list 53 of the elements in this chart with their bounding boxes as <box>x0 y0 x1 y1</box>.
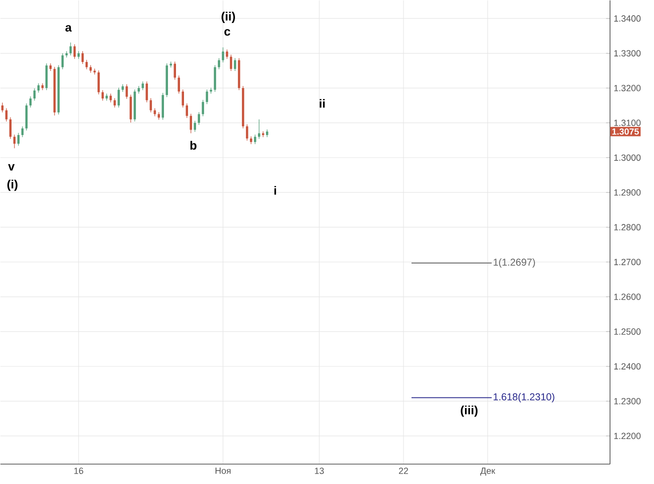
candlestick <box>126 84 128 100</box>
text: 1.3075 <box>612 128 639 135</box>
candlestick <box>194 120 196 132</box>
candlestick <box>198 112 200 126</box>
candlestick <box>174 61 176 80</box>
y-tick-label: 1.3400 <box>614 15 641 22</box>
x-tick-label: Дек <box>480 468 496 476</box>
candlestick <box>29 96 32 108</box>
candlestick <box>190 113 192 134</box>
y-tick-label: 1.2700 <box>614 258 641 266</box>
candlestick <box>182 89 184 108</box>
candlestick <box>150 98 152 113</box>
y-tick-label: 1.2500 <box>614 328 641 335</box>
annotation: a <box>65 25 72 32</box>
candlestick <box>162 92 164 120</box>
candlestick <box>86 60 88 70</box>
y-tick-label: 1.2600 <box>614 294 641 300</box>
candlestick <box>234 58 236 72</box>
y-tick-label: 1.2400 <box>614 363 641 370</box>
y-tick-label: 1.2200 <box>614 432 641 440</box>
candlestick <box>102 90 104 101</box>
y-tick-label: 1.3100 <box>614 120 641 126</box>
y-tick-label: 1.3000 <box>614 154 641 161</box>
annotation: ii <box>320 98 325 108</box>
candlestick <box>98 70 100 95</box>
x-tick-label: 13 <box>314 468 324 474</box>
annotation: b <box>190 140 196 150</box>
y-tick-label: 1.2900 <box>614 189 641 196</box>
x-tick-label: Ноя <box>216 468 231 474</box>
candlestick <box>1 102 4 113</box>
candlestick <box>258 119 260 140</box>
candlestick <box>9 116 12 140</box>
candlestick <box>130 94 132 123</box>
series-label: 1.618(1.2310) <box>494 392 554 402</box>
series-label: 1(1.2697) <box>494 258 535 268</box>
annotation: i <box>274 186 276 195</box>
annotation: (ii) <box>222 12 235 23</box>
annotation: c <box>224 29 230 36</box>
candlestick <box>178 75 180 94</box>
candlestick <box>118 87 120 108</box>
y-tick-label: 1.3200 <box>614 84 641 92</box>
candlestick <box>146 81 148 103</box>
annotation: (iii) <box>460 406 478 417</box>
annotation: (i) <box>7 180 18 191</box>
candlestick <box>114 98 116 108</box>
annotation: v <box>8 164 15 170</box>
candlestick <box>226 49 228 60</box>
x-tick-label: 16 <box>74 468 84 474</box>
y-tick-label: 1.2800 <box>614 224 641 230</box>
y-tick-label: 1.2300 <box>614 398 641 404</box>
candlestick <box>214 64 216 92</box>
y-tick-label: 1.3300 <box>614 50 641 56</box>
x-tick-label: 22 <box>398 468 408 474</box>
